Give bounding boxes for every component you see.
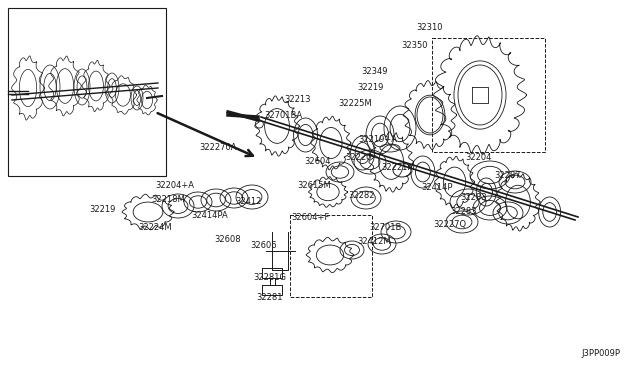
Text: 32287: 32287 <box>495 170 522 180</box>
Text: 32606: 32606 <box>251 241 277 250</box>
Text: 32412M: 32412M <box>357 237 391 247</box>
Text: 32310: 32310 <box>417 23 444 32</box>
Text: 32221M: 32221M <box>381 164 415 173</box>
Text: 32283: 32283 <box>451 208 477 217</box>
Text: 32224M: 32224M <box>138 224 172 232</box>
Text: 32227Q: 32227Q <box>433 221 467 230</box>
Text: 32219: 32219 <box>357 83 383 93</box>
Text: 32219+A: 32219+A <box>358 135 397 144</box>
Text: 32604: 32604 <box>305 157 332 167</box>
Text: 32281G: 32281G <box>253 273 287 282</box>
Text: 32220: 32220 <box>345 154 371 163</box>
Text: 32604+F: 32604+F <box>291 214 329 222</box>
Text: J3PP009P: J3PP009P <box>581 349 620 358</box>
Text: 32608: 32608 <box>214 235 241 244</box>
Text: 32225M: 32225M <box>338 99 372 109</box>
Bar <box>8 8 166 176</box>
Text: 32412: 32412 <box>235 198 261 206</box>
Text: 32701B: 32701B <box>369 224 401 232</box>
Text: 32701BA: 32701BA <box>264 112 302 121</box>
Text: 32282: 32282 <box>349 190 375 199</box>
Text: 32218M: 32218M <box>151 196 185 205</box>
Bar <box>432 38 545 152</box>
Text: 32281: 32281 <box>257 294 284 302</box>
Text: 322270A: 322270A <box>199 144 237 153</box>
Text: 32219: 32219 <box>89 205 115 215</box>
Text: 32204+A: 32204+A <box>156 180 195 189</box>
Text: 32350: 32350 <box>402 41 428 49</box>
Text: 32414PA: 32414PA <box>191 211 228 219</box>
Text: 32213: 32213 <box>285 96 311 105</box>
Text: 32204: 32204 <box>465 154 491 163</box>
Text: 32414P: 32414P <box>421 183 452 192</box>
Text: 32615M: 32615M <box>297 180 331 189</box>
Text: 32283: 32283 <box>461 193 487 202</box>
Bar <box>290 215 372 297</box>
Text: 32349: 32349 <box>362 67 388 77</box>
